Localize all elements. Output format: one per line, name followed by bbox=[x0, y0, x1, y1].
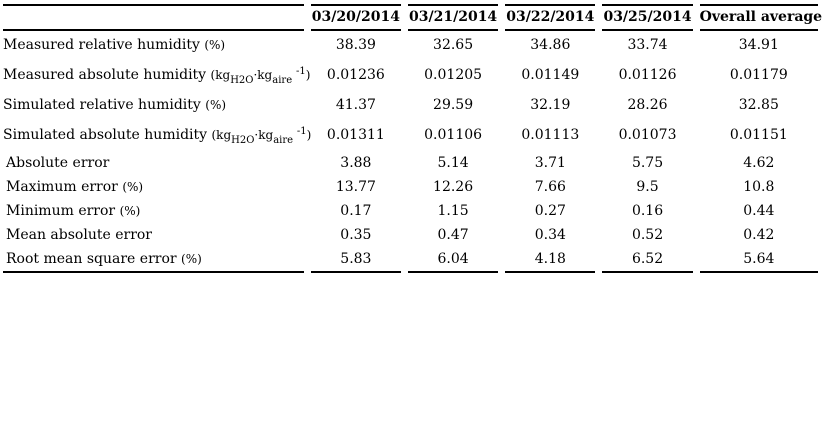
table-row: Mean absolute error 0.35 0.47 0.34 0.52 0.42 bbox=[3, 223, 818, 247]
value-cell: 28.26 bbox=[627, 97, 668, 113]
value-cell: 5.14 bbox=[437, 155, 469, 171]
row-label: Root mean square error (%) bbox=[3, 247, 304, 273]
value-cell: 6.04 bbox=[407, 247, 499, 273]
value-cell: 32.19 bbox=[530, 97, 571, 113]
header-row: 03/20/2014 03/21/2014 03/22/2014 03/25/2014… bbox=[3, 4, 822, 31]
table-row: Root mean square error (%) 5.83 6.04 4.18 6.… bbox=[3, 247, 818, 273]
table-row: Absolute error 3.88 5.14 3.71 5.75 4.62 bbox=[3, 151, 818, 175]
column-header: 03/22/2014 bbox=[505, 4, 596, 31]
value-cell: 4.62 bbox=[743, 155, 775, 171]
value-cell: 0.01151 bbox=[729, 127, 788, 143]
row-unit: (%) bbox=[205, 98, 227, 112]
row-label: Simulated relative humidity (%) bbox=[3, 97, 227, 113]
value-cell: 38.39 bbox=[335, 37, 376, 53]
row-label: Minimum error (%) bbox=[6, 203, 141, 219]
value-cell: 34.86 bbox=[530, 37, 571, 53]
page: 03/20/2014 03/21/2014 03/22/2014 03/25/2014… bbox=[0, 4, 825, 425]
value-cell: 0.01179 bbox=[729, 67, 788, 83]
row-label: Mean absolute error bbox=[6, 227, 153, 243]
row-label: Measured relative humidity (%) bbox=[3, 37, 226, 53]
table-row: Measured absolute humidity (kgH2O·kgaire… bbox=[3, 59, 818, 91]
value-cell: 0.27 bbox=[534, 203, 566, 219]
value-cell: 34.91 bbox=[738, 37, 779, 53]
row-label: Absolute error bbox=[6, 155, 110, 171]
column-header: 03/25/2014 bbox=[602, 4, 693, 31]
value-cell: 0.44 bbox=[743, 203, 775, 219]
value-cell: 7.66 bbox=[534, 179, 566, 195]
value-cell: 0.01106 bbox=[424, 127, 483, 143]
row-unit: (kgH2O·kgaire -1) bbox=[211, 126, 312, 146]
table-row: Measured relative humidity (%) 38.39 32.65… bbox=[3, 31, 818, 59]
value-cell: 0.01149 bbox=[521, 67, 580, 83]
row-unit: (%) bbox=[119, 204, 141, 218]
value-cell: 6.52 bbox=[602, 247, 693, 273]
value-cell: 0.01073 bbox=[618, 127, 677, 143]
column-header: 03/20/2014 bbox=[310, 4, 401, 31]
value-cell: 5.64 bbox=[699, 247, 818, 273]
row-unit: (%) bbox=[122, 180, 144, 194]
value-cell: 1.15 bbox=[437, 203, 469, 219]
row-label-column-header bbox=[3, 4, 304, 31]
value-cell: 3.71 bbox=[534, 155, 566, 171]
row-label: Measured absolute humidity (kgH2O·kgaire… bbox=[3, 66, 311, 86]
value-cell: 0.35 bbox=[340, 227, 372, 243]
value-cell: 41.37 bbox=[335, 97, 376, 113]
row-unit: (%) bbox=[181, 252, 202, 266]
value-cell: 33.74 bbox=[627, 37, 668, 53]
value-cell: 0.52 bbox=[631, 227, 664, 243]
value-cell: 0.01236 bbox=[326, 67, 385, 83]
value-cell: 5.75 bbox=[631, 155, 664, 171]
value-cell: 9.5 bbox=[636, 179, 659, 195]
value-cell: 13.77 bbox=[335, 179, 376, 195]
value-cell: 0.42 bbox=[743, 227, 775, 243]
table-row: Maximum error (%) 13.77 12.26 7.66 9.5 10.8 bbox=[3, 175, 818, 199]
value-cell: 0.16 bbox=[631, 203, 664, 219]
table-row: Simulated absolute humidity (kgH2O·kgair… bbox=[3, 119, 818, 151]
value-cell: 0.34 bbox=[534, 227, 566, 243]
table-body: Measured relative humidity (%) 38.39 32.65… bbox=[3, 31, 818, 273]
value-cell: 0.47 bbox=[437, 227, 469, 243]
column-header: 03/21/2014 bbox=[407, 4, 499, 31]
results-table: 03/20/2014 03/21/2014 03/22/2014 03/25/2014… bbox=[0, 4, 825, 273]
value-cell: 32.85 bbox=[738, 97, 779, 113]
table-row: Simulated relative humidity (%) 41.37 29.5… bbox=[3, 91, 818, 119]
value-cell: 3.88 bbox=[340, 155, 372, 171]
value-cell: 4.18 bbox=[505, 247, 596, 273]
row-label: Maximum error (%) bbox=[6, 179, 144, 195]
row-unit: (kgH2O·kgaire -1) bbox=[210, 66, 311, 86]
value-cell: 10.8 bbox=[743, 179, 775, 195]
value-cell: 29.59 bbox=[433, 97, 474, 113]
value-cell: 32.65 bbox=[433, 37, 474, 53]
row-unit: (%) bbox=[204, 38, 226, 52]
column-header: Overall average bbox=[699, 4, 822, 31]
value-cell: 0.01205 bbox=[424, 67, 483, 83]
value-cell: 0.01113 bbox=[521, 127, 580, 143]
value-cell: 0.01126 bbox=[618, 67, 677, 83]
value-cell: 0.17 bbox=[340, 203, 372, 219]
value-cell: 12.26 bbox=[433, 179, 474, 195]
row-label: Simulated absolute humidity (kgH2O·kgair… bbox=[3, 126, 312, 146]
value-cell: 5.83 bbox=[310, 247, 401, 273]
table-row: Minimum error (%) 0.17 1.15 0.27 0.16 0.44 bbox=[3, 199, 818, 223]
value-cell: 0.01311 bbox=[326, 127, 385, 143]
